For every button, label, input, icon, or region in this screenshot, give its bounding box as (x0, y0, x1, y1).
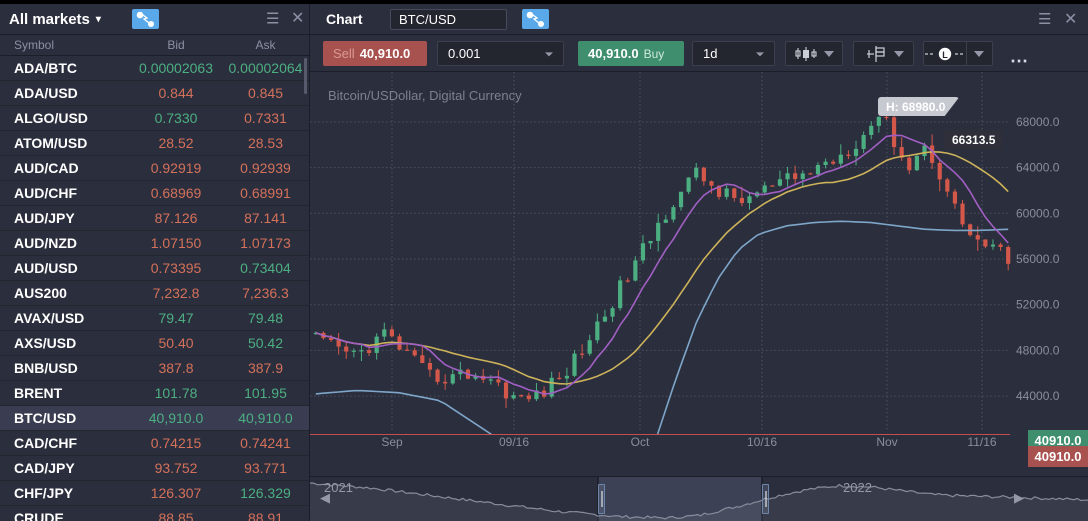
svg-text:52000.0: 52000.0 (1016, 298, 1060, 312)
svg-text:Oct: Oct (631, 435, 650, 449)
svg-text:44000.0: 44000.0 (1016, 389, 1060, 403)
svg-text:68000.0: 68000.0 (1016, 115, 1060, 129)
svg-text:09/16: 09/16 (499, 435, 529, 449)
svg-text:60000.0: 60000.0 (1016, 206, 1060, 220)
svg-text:Nov: Nov (876, 435, 897, 449)
svg-text:56000.0: 56000.0 (1016, 252, 1060, 266)
svg-text:48000.0: 48000.0 (1016, 343, 1060, 357)
svg-text:64000.0: 64000.0 (1016, 161, 1060, 175)
svg-text:L: L (942, 49, 948, 59)
svg-text:Sep: Sep (381, 435, 403, 449)
svg-text:10/16: 10/16 (747, 435, 777, 449)
svg-text:11/16: 11/16 (967, 435, 996, 449)
